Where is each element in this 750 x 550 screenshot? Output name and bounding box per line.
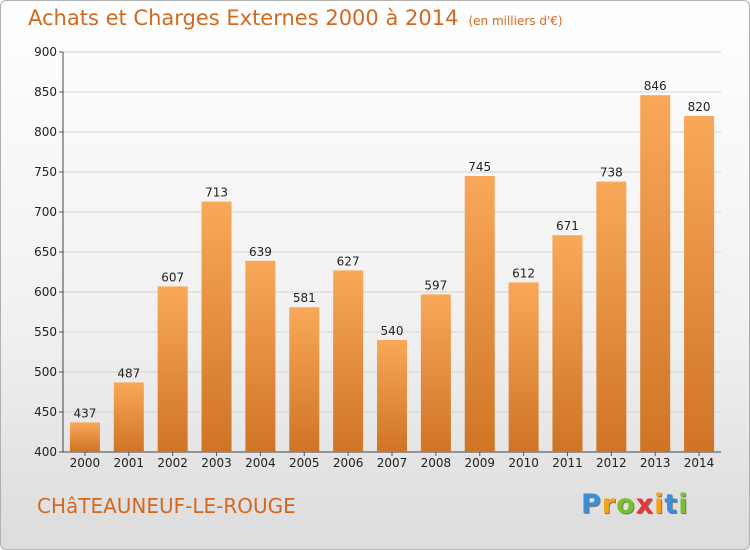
bar-2005 (289, 307, 320, 452)
y-tick-label: 750 (34, 165, 57, 179)
x-tick-label-2010: 2010 (508, 456, 539, 470)
logo-letter: t (664, 489, 679, 520)
data-label-2005: 581 (293, 291, 316, 305)
x-tick-label-2003: 2003 (201, 456, 232, 470)
y-tick-label: 550 (34, 325, 57, 339)
bar-2007 (377, 340, 407, 452)
y-tick-label: 900 (34, 45, 57, 59)
bar-2006 (333, 270, 364, 452)
x-tick-label-2013: 2013 (640, 456, 671, 470)
proxiti-logo: Proxiti (581, 489, 689, 520)
bar-2010 (508, 282, 539, 452)
logo-letter: P (581, 489, 602, 520)
x-tick-label-2005: 2005 (289, 456, 320, 470)
data-label-2011: 671 (556, 219, 579, 233)
chart-title: Achats et Charges Externes 2000 à 2014 (e… (28, 6, 563, 30)
bar-2000 (69, 422, 100, 452)
data-label-2012: 738 (600, 166, 623, 180)
data-label-2004: 639 (249, 245, 272, 259)
x-axis: 2000 2001 2002 2003 2004 2005 2006 2007 2008 2009… (70, 452, 715, 470)
data-label-2013: 846 (644, 79, 667, 93)
x-tick-label-2011: 2011 (552, 456, 583, 470)
data-label-2001: 487 (117, 366, 140, 380)
commune-name: CHâTEAUNEUF-LE-ROUGE (37, 494, 296, 518)
bars (69, 95, 715, 452)
bar-2012 (596, 181, 627, 452)
logo-letter: r (601, 489, 617, 520)
y-tick-label: 600 (34, 285, 57, 299)
data-label-2010: 612 (512, 266, 535, 280)
logo-letter: i (678, 489, 689, 520)
y-tick-label: 700 (34, 205, 57, 219)
y-tick-label: 650 (34, 245, 57, 259)
data-label-2009: 745 (468, 160, 491, 174)
y-tick-label: 450 (34, 405, 57, 419)
bar-2009 (464, 176, 495, 452)
data-label-2014: 820 (688, 100, 711, 114)
x-tick-label-2004: 2004 (245, 456, 276, 470)
bar-2003 (201, 201, 232, 452)
y-tick-label: 500 (34, 365, 57, 379)
logo-letter: i (654, 489, 665, 520)
data-label-2002: 607 (161, 270, 184, 284)
bar-2011 (552, 235, 583, 452)
y-tick-label: 800 (34, 125, 57, 139)
y-tick-label: 400 (34, 445, 57, 459)
bar-2013 (640, 95, 671, 452)
x-tick-label-2002: 2002 (157, 456, 188, 470)
bar-2004 (245, 260, 276, 452)
y-tick-label: 850 (34, 85, 57, 99)
bar-2008 (420, 294, 451, 452)
data-label-2007: 540 (381, 324, 404, 338)
x-tick-label-2006: 2006 (333, 456, 364, 470)
data-label-2008: 597 (424, 278, 447, 292)
bar-2002 (157, 286, 188, 452)
logo-letter: x (635, 489, 655, 520)
x-tick-label-2000: 2000 (70, 456, 101, 470)
bar-2001 (113, 382, 144, 452)
data-labels: 437 487 607 713 639 581 627 540 597 745 612 671 738 8… (73, 79, 710, 420)
x-tick-label-2001: 2001 (114, 456, 145, 470)
data-label-2003: 713 (205, 186, 228, 200)
bar-2014 (684, 116, 715, 452)
x-tick-label-2008: 2008 (421, 456, 452, 470)
logo-letter: o (616, 489, 636, 520)
x-tick-label-2012: 2012 (596, 456, 627, 470)
x-tick-label-2014: 2014 (684, 456, 715, 470)
data-label-2000: 437 (73, 406, 96, 420)
x-tick-label-2007: 2007 (377, 456, 408, 470)
x-tick-label-2009: 2009 (464, 456, 495, 470)
chart-subtitle: (en milliers d'€) (468, 14, 563, 28)
chart-title-text: Achats et Charges Externes 2000 à 2014 (28, 6, 459, 30)
data-label-2006: 627 (337, 254, 360, 268)
